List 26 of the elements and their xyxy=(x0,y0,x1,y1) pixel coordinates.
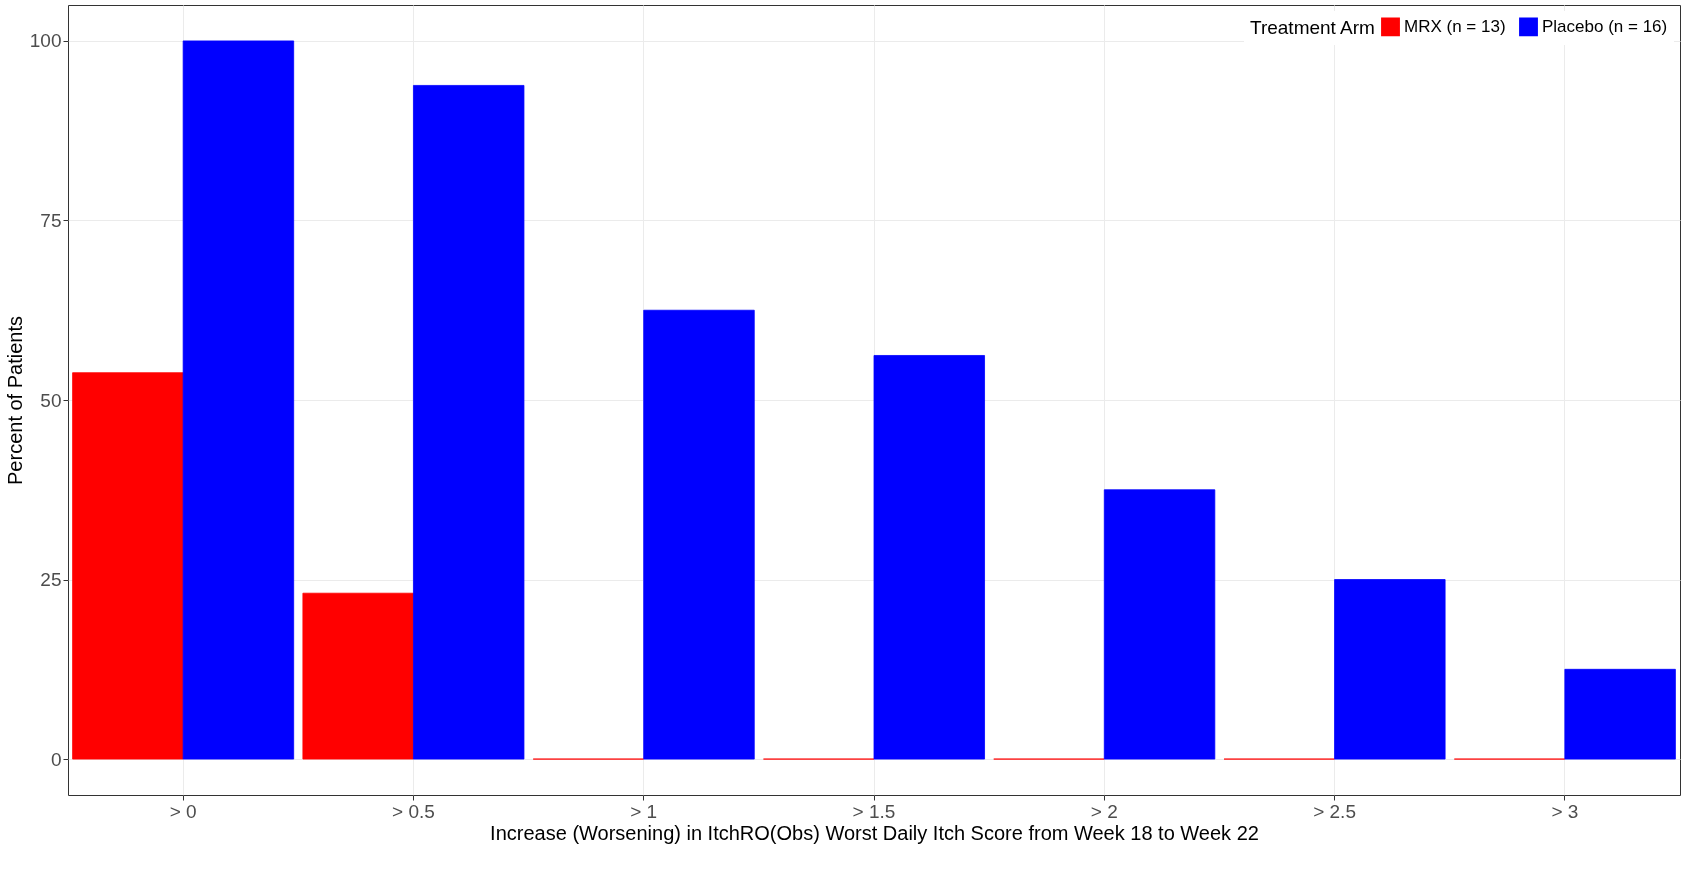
x-tick-label: > 3 xyxy=(1551,800,1579,822)
bar xyxy=(413,85,525,760)
y-tick-label: 75 xyxy=(40,209,62,231)
bar xyxy=(873,355,985,760)
x-tick-label: > 2 xyxy=(1090,800,1118,822)
x-tick-label: > 1.5 xyxy=(852,800,896,822)
bar xyxy=(1103,489,1216,760)
x-tick-label: > 1 xyxy=(630,800,658,822)
y-tick-label: 100 xyxy=(29,30,62,52)
y-tick-label: 0 xyxy=(50,748,62,770)
bar xyxy=(1564,668,1676,760)
x-axis-title: Increase (Worsening) in ItchRO(Obs) Worst Daily Itch Score from Week 18 to Week 22 xyxy=(490,821,1259,844)
legend-title: Treatment Arm xyxy=(1250,17,1375,38)
bar xyxy=(1334,579,1446,760)
y-tick-label: 50 xyxy=(40,389,62,411)
y-tick-label: 25 xyxy=(40,569,62,591)
bar xyxy=(302,592,414,760)
bar xyxy=(182,40,295,760)
x-tick-label: > 0.5 xyxy=(392,800,435,822)
y-axis-title: Percent of Patients xyxy=(3,316,26,485)
legend-label: Placebo (n = 16) xyxy=(1542,16,1668,36)
legend-label: MRX (n = 13) xyxy=(1404,16,1506,36)
x-tick-label: > 2.5 xyxy=(1313,800,1356,822)
x-tick-label: > 0 xyxy=(169,800,197,822)
bar xyxy=(643,309,755,760)
bar xyxy=(72,372,184,760)
